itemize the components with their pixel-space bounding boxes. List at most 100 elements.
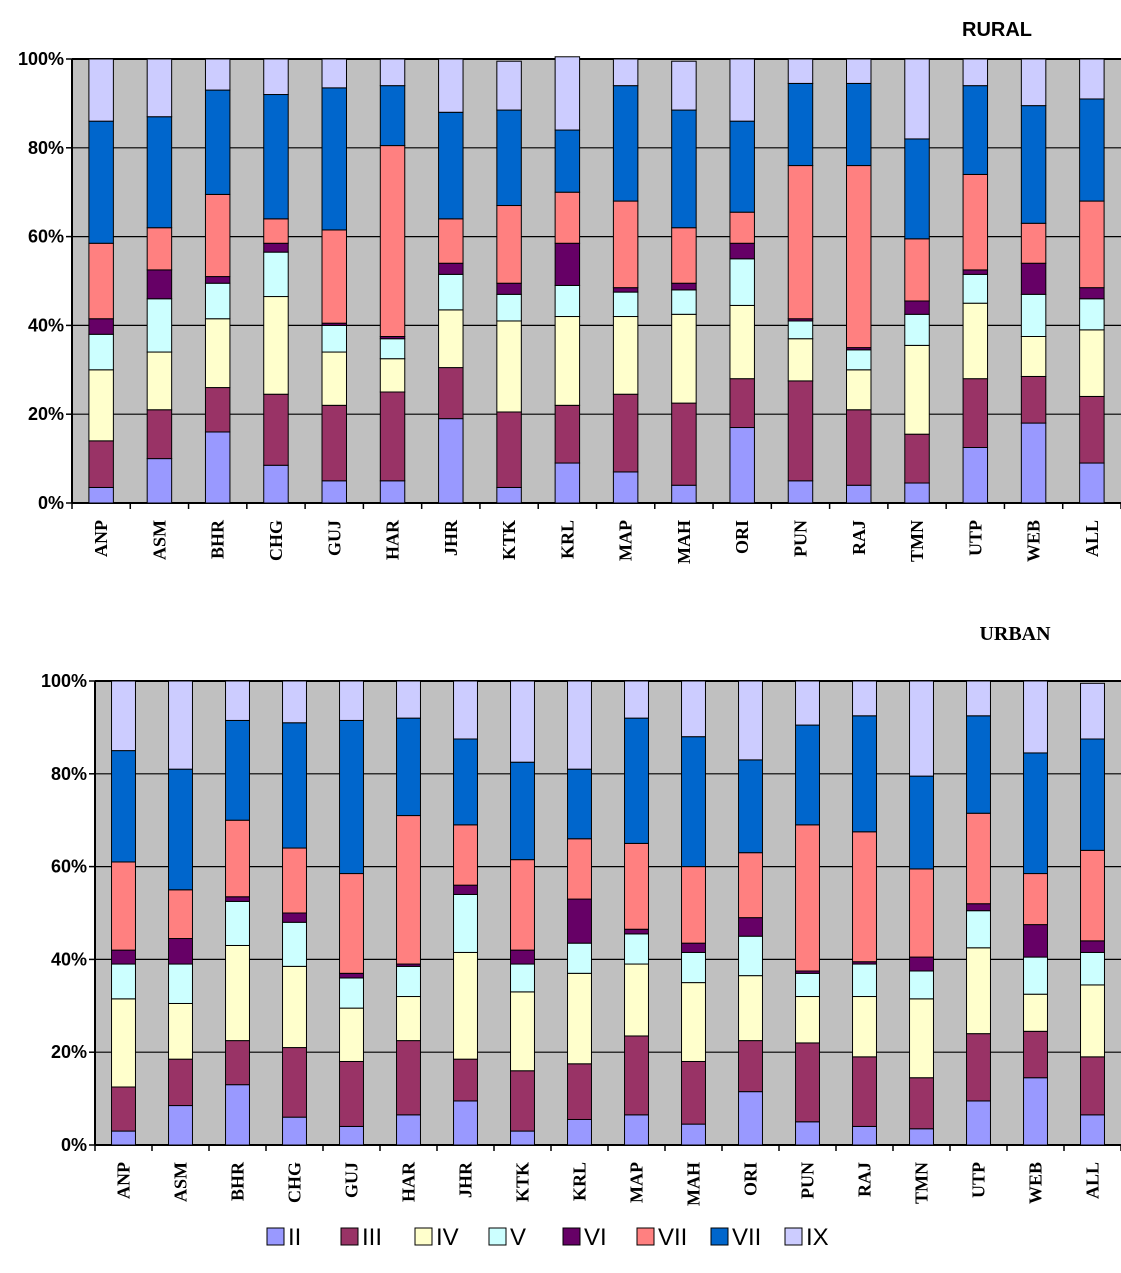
rural-bar-ori-ii-0 <box>729 427 755 504</box>
urban-bar-raj-ii-0 <box>852 1125 877 1146</box>
rural-x-tick-label: ANP <box>91 520 111 557</box>
urban-bar-utp-vii-5 <box>966 812 991 905</box>
urban-bar-web-v-3 <box>1023 956 1048 995</box>
rural-bar-bhr-v-3 <box>204 282 231 320</box>
rural-bar-guj-iii-1 <box>321 404 347 482</box>
urban-bar-krl-ix-7 <box>567 680 592 770</box>
rural-bar-pun-ix-7 <box>787 58 814 84</box>
rural-y-tick-label: 60% <box>28 227 64 247</box>
rural-bar-ktk-iii-1 <box>496 411 522 488</box>
rural-bar-bhr-vii-6 <box>204 89 231 195</box>
urban-bar-jhr-iv-2 <box>453 951 478 1060</box>
rural-bar-anp-ix-7 <box>88 58 114 122</box>
urban-x-tick-label: UTP <box>969 1162 989 1198</box>
urban-bar-asm-ii-0 <box>168 1105 193 1146</box>
urban-bar-pun-iii-1 <box>795 1042 820 1123</box>
rural-bar-chg-v-3 <box>263 251 289 298</box>
rural-chart: RURAL 0% 20% 40% 60% 80% 100% ANP ASM BHR CHG GUJ HA… <box>18 19 1121 564</box>
urban-x-tick-label: GUJ <box>342 1162 362 1198</box>
urban-y-tick-label: 60% <box>51 857 87 877</box>
rural-x-tick-label: RAJ <box>849 520 869 555</box>
urban-bar-all-vii-5 <box>1080 849 1105 942</box>
urban-bar-anp-vi-4 <box>111 949 136 965</box>
rural-bar-mah-iv-2 <box>671 313 697 404</box>
urban-bar-chg-v-3 <box>282 921 307 967</box>
urban-bar-all-iii-1 <box>1080 1056 1105 1116</box>
rural-x-tick-label: CHG <box>266 520 286 561</box>
legend-label-vi-4: VI <box>584 1224 607 1251</box>
urban-bar-web-vii-6 <box>1023 752 1048 875</box>
urban-x-tick-label: WEB <box>1026 1162 1046 1204</box>
rural-bar-mah-vii-5 <box>671 227 697 284</box>
legend-swatch-iv-2 <box>414 1227 433 1246</box>
urban-bar-map-ii-0 <box>624 1114 649 1146</box>
urban-y-tick-label: 40% <box>51 949 87 969</box>
rural-bar-krl-ii-0 <box>554 462 581 504</box>
urban-bar-anp-vii-6 <box>111 750 136 863</box>
urban-bar-jhr-vii-5 <box>453 824 478 886</box>
urban-bar-jhr-v-3 <box>453 893 478 953</box>
legend-label-ix-7: IX <box>806 1224 829 1251</box>
rural-bar-utp-iii-1 <box>962 378 989 448</box>
urban-bar-chg-iii-1 <box>282 1047 307 1118</box>
legend: II III IV V VI VII VII IX <box>266 1224 829 1251</box>
rural-bar-krl-iv-2 <box>554 316 581 406</box>
urban-bar-pun-vii-6 <box>795 724 820 826</box>
rural-bar-asm-vii-5 <box>146 227 173 271</box>
rural-bar-ori-vii-6 <box>729 120 755 213</box>
urban-x-tick-label: ANP <box>114 1162 134 1199</box>
urban-bar-tmn-vii-5 <box>909 868 934 958</box>
urban-bar-ori-ix-7 <box>738 680 763 761</box>
rural-bar-all-ix-7 <box>1079 58 1105 100</box>
rural-bar-map-v-3 <box>612 291 639 318</box>
rural-bar-chg-vii-5 <box>263 218 289 244</box>
rural-x-tick-label: PUN <box>790 520 810 557</box>
rural-bar-map-ii-0 <box>612 471 639 504</box>
urban-bar-chg-iv-2 <box>282 965 307 1049</box>
urban-bar-utp-iii-1 <box>966 1033 991 1102</box>
rural-bar-web-iv-2 <box>1020 336 1047 377</box>
urban-x-tick-label: MAH <box>684 1162 704 1206</box>
urban-bar-raj-v-3 <box>852 963 877 998</box>
urban-bar-bhr-vii-5 <box>225 819 250 898</box>
urban-bar-web-ix-7 <box>1023 680 1048 754</box>
rural-bar-krl-vi-4 <box>554 242 581 286</box>
urban-bar-raj-vii-5 <box>852 831 877 963</box>
urban-bar-map-iv-2 <box>624 963 649 1037</box>
legend-swatch-ii-0 <box>266 1227 285 1246</box>
rural-bar-chg-vii-6 <box>263 94 289 220</box>
urban-bar-pun-vii-5 <box>795 824 820 972</box>
urban-bar-map-v-3 <box>624 933 649 965</box>
urban-bar-utp-iv-2 <box>966 947 991 1035</box>
urban-bar-asm-iv-2 <box>168 1002 193 1060</box>
rural-bar-anp-iii-1 <box>88 440 114 488</box>
urban-bar-bhr-vii-6 <box>225 719 250 821</box>
urban-bar-har-vii-6 <box>396 717 421 817</box>
urban-bar-raj-vii-6 <box>852 715 877 833</box>
urban-bar-all-ix-7 <box>1080 682 1105 740</box>
urban-bar-mah-iv-2 <box>681 982 706 1062</box>
urban-bar-all-ii-0 <box>1080 1114 1105 1146</box>
rural-bar-tmn-vii-6 <box>904 138 930 240</box>
rural-bar-map-iii-1 <box>612 393 639 473</box>
rural-x-tick-label: ALL <box>1082 520 1102 557</box>
rural-bar-raj-vii-5 <box>846 165 872 349</box>
urban-bar-anp-vii-5 <box>111 861 136 951</box>
urban-bar-anp-ix-7 <box>111 680 136 752</box>
rural-bar-tmn-v-3 <box>904 313 930 346</box>
urban-bar-guj-vii-6 <box>339 719 364 875</box>
rural-bar-ktk-ii-0 <box>496 486 522 504</box>
urban-bar-raj-iii-1 <box>852 1056 877 1127</box>
legend-label-ii-0: II <box>288 1224 301 1251</box>
rural-bar-raj-ix-7 <box>846 58 872 84</box>
urban-x-tick-label: CHG <box>285 1162 305 1203</box>
rural-x-tick-label: KRL <box>557 520 577 559</box>
rural-bar-bhr-vii-5 <box>204 193 231 278</box>
rural-bar-chg-vi-4 <box>263 242 289 253</box>
urban-bar-har-ii-0 <box>396 1114 421 1146</box>
legend-label-vii-5: VII <box>658 1224 687 1251</box>
urban-bar-utp-ii-0 <box>966 1100 991 1146</box>
urban-bar-bhr-v-3 <box>225 900 250 946</box>
rural-bar-jhr-v-3 <box>438 273 464 311</box>
rural-bar-web-vi-4 <box>1020 262 1047 295</box>
